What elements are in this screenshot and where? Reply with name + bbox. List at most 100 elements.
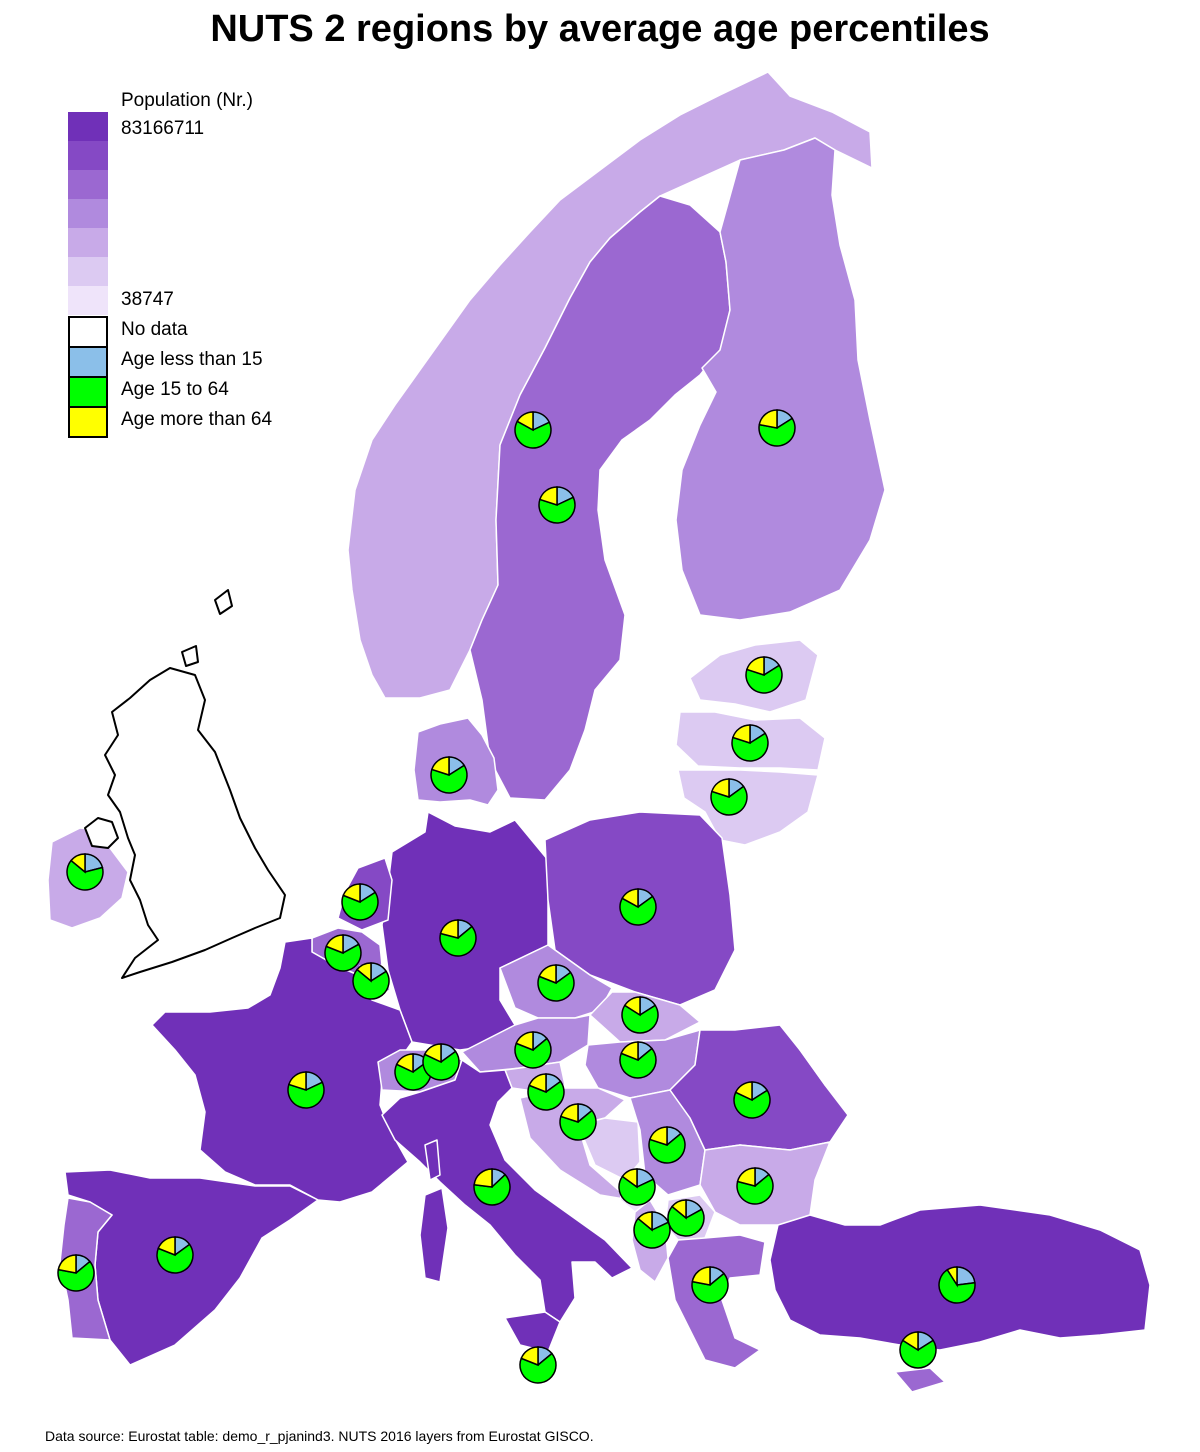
pie-greece[interactable] [691,1266,729,1304]
pie-turkey[interactable] [938,1266,976,1304]
pie-north-macedonia[interactable] [667,1199,705,1237]
legend-min-label: 38747 [121,289,174,310]
age-over-64-swatch [68,406,108,438]
pie-montenegro[interactable] [618,1168,656,1206]
legend-title: Population (Nr.) [121,90,254,111]
pie-portugal-working-slice [57,1260,95,1292]
pie-poland[interactable] [619,888,657,926]
pie-malta-working-slice [519,1352,557,1384]
region-croatia[interactable] [519,1087,631,1201]
pie-estonia-old-slice [745,656,765,677]
pie-switzerland-old-slice [395,1053,414,1074]
pie-sweden-working-slice [538,496,576,524]
pie-estonia[interactable] [745,656,783,694]
pie-slovakia[interactable] [621,996,659,1034]
no-data-swatch [68,316,108,348]
ramp-step-1 [68,112,108,141]
pie-latvia[interactable] [731,724,769,762]
ramp-step-3 [68,170,108,199]
pie-ireland-working-slice [66,859,104,891]
pie-cyprus[interactable] [899,1331,937,1369]
pie-latvia-old-slice [731,724,751,745]
pie-hungary[interactable] [619,1041,657,1079]
pie-north-macedonia-old-slice [671,1199,687,1220]
pie-hungary-working-slice [619,1047,657,1079]
pie-france-working-slice [287,1081,325,1109]
pie-austria-old-slice [515,1031,534,1052]
pie-lithuania[interactable] [710,778,748,816]
pie-bulgaria-old-slice [736,1167,756,1187]
legend-label-age-over-64: Age more than 64 [121,409,273,430]
pie-serbia-working-slice [648,1132,686,1164]
region-bosnia[interactable] [577,1117,641,1181]
region-moldova[interactable] [789,1029,831,1086]
pie-belgium-old-slice [325,934,344,955]
pie-bulgaria[interactable] [736,1167,774,1205]
pie-denmark[interactable] [430,756,468,794]
age-under-15-swatch [68,346,108,378]
pie-czechia[interactable] [537,964,575,1002]
pie-luxembourg-working-slice [352,968,390,1000]
pie-ireland-old-slice [70,853,86,874]
region-sicily[interactable] [504,1311,561,1353]
pie-sweden-old-slice [538,486,558,507]
pie-greece-old-slice [691,1266,711,1286]
pie-liechtenstein-old-slice [423,1043,442,1064]
pie-greece-working-slice [691,1272,729,1304]
region-cyprus[interactable] [894,1367,946,1393]
pie-belgium-working-slice [324,943,362,972]
pie-norway[interactable] [514,411,552,449]
pie-norway-working-slice [514,420,552,449]
pie-serbia[interactable] [648,1126,686,1164]
region-finland[interactable] [675,137,886,621]
region-corsica[interactable] [424,1139,441,1181]
legend-item-age-over-64: Age more than 64 [68,406,328,438]
ramp-step-5 [68,228,108,257]
pie-germany-old-slice [439,919,459,939]
ramp-step-4 [68,199,108,228]
pie-netherlands-working-slice [341,891,379,921]
legend-item-age-under-15: Age less than 15 [68,346,328,378]
pie-lithuania-old-slice [710,778,730,799]
pie-croatia[interactable] [559,1103,597,1141]
pie-belgium[interactable] [324,934,362,972]
pie-malta-old-slice [520,1346,539,1367]
pie-austria[interactable] [514,1031,552,1069]
pie-montenegro-working-slice [618,1175,656,1206]
pie-romania[interactable] [733,1081,771,1119]
pie-poland-old-slice [621,888,639,909]
pie-romania-working-slice [733,1089,771,1119]
pie-czechia-old-slice [538,964,557,985]
pie-croatia-working-slice [559,1109,597,1141]
pie-norway-old-slice [516,411,534,432]
pie-slovakia-old-slice [623,996,641,1017]
pie-ireland[interactable] [66,853,104,891]
pie-france-old-slice [287,1071,307,1092]
pie-germany[interactable] [439,919,477,957]
pie-malta[interactable] [519,1346,557,1384]
pie-cyprus-working-slice [899,1339,937,1369]
map-title: NUTS 2 regions by average age percentile… [210,8,990,50]
pie-luxembourg-old-slice [356,962,372,983]
pie-italy-working-slice [473,1173,511,1206]
pie-liechtenstein[interactable] [422,1043,460,1081]
pie-spain[interactable] [156,1236,194,1274]
pie-sweden[interactable] [538,486,576,524]
pie-france[interactable] [287,1071,325,1109]
pie-netherlands[interactable] [341,883,379,921]
legend-label-no-data: No data [121,319,188,340]
pie-italy[interactable] [473,1168,511,1206]
data-source-note: Data source: Eurostat table: demo_r_pjan… [45,1428,594,1444]
pie-slovenia[interactable] [527,1073,565,1111]
pie-slovenia-old-slice [528,1073,547,1094]
pie-austria-working-slice [514,1037,552,1069]
pie-albania[interactable] [633,1211,671,1249]
pie-portugal[interactable] [57,1254,95,1292]
united-kingdom-no-data[interactable] [84,589,286,979]
pie-finland[interactable] [758,409,796,447]
pie-slovakia-working-slice [621,1004,659,1034]
pie-germany-working-slice [439,925,477,957]
pie-luxembourg[interactable] [352,962,390,1000]
legend-item-no-data: No data [68,316,328,348]
region-sardinia[interactable] [419,1187,449,1283]
